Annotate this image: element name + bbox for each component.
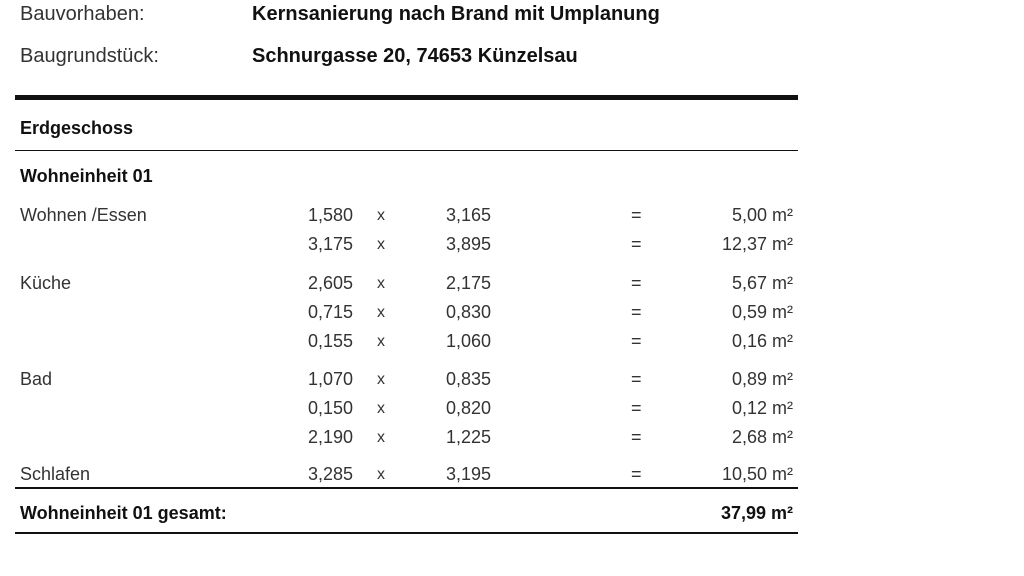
site-value: Schnurgasse 20, 74653 Künzelsau (252, 45, 578, 67)
room-name: Küche (20, 273, 72, 293)
equals-sign: = (631, 205, 642, 225)
dimension-b: 1,225 (446, 427, 492, 447)
times-sign: x (377, 333, 385, 350)
section-heading: Erdgeschoss (20, 118, 134, 138)
times-sign: x (377, 275, 385, 292)
dimension-b: 1,060 (446, 331, 492, 351)
times-sign: x (377, 304, 385, 321)
area-value: 5,00 m² (731, 205, 793, 225)
dimension-a: 2,190 (307, 427, 353, 447)
equals-sign: = (631, 427, 642, 447)
project-label: Bauvorhaben: (20, 3, 145, 25)
dimension-a: 2,605 (307, 273, 353, 293)
area-value: 12,37 m² (721, 234, 793, 254)
equals-sign: = (631, 464, 642, 484)
dimension-b: 0,820 (446, 398, 492, 418)
dimension-a: 1,070 (307, 369, 353, 389)
room-name: Wohnen /Essen (20, 205, 147, 225)
project-value: Kernsanierung nach Brand mit Umplanung (252, 3, 660, 25)
unit-heading: Wohneinheit 01 (20, 166, 153, 186)
equals-sign: = (631, 234, 642, 254)
times-sign: x (377, 400, 385, 417)
dimension-a: 0,155 (307, 331, 353, 351)
dimension-b: 3,165 (446, 205, 492, 225)
room-name: Bad (20, 369, 53, 389)
dimension-b: 3,895 (446, 234, 492, 254)
area-value: 2,68 m² (731, 427, 793, 447)
total-label: Wohneinheit 01 gesamt: (20, 503, 227, 523)
times-sign: x (377, 429, 385, 446)
dimension-b: 0,830 (446, 302, 492, 322)
area-value: 10,50 m² (721, 464, 793, 484)
divider (15, 150, 798, 151)
dimension-a: 0,715 (307, 302, 353, 322)
dimension-b: 0,835 (446, 369, 492, 389)
divider-total-top (15, 487, 798, 489)
room-name: Schlafen (20, 464, 91, 484)
equals-sign: = (631, 273, 642, 293)
dimension-a: 1,580 (307, 205, 353, 225)
site-label: Baugrundstück: (20, 45, 159, 67)
area-value: 0,59 m² (731, 302, 793, 322)
equals-sign: = (631, 331, 642, 351)
area-value: 5,67 m² (731, 273, 793, 293)
dimension-a: 3,175 (307, 234, 353, 254)
dimension-a: 0,150 (307, 398, 353, 418)
times-sign: x (377, 371, 385, 388)
times-sign: x (377, 236, 385, 253)
dimension-a: 3,285 (307, 464, 353, 484)
area-value: 0,16 m² (731, 331, 793, 351)
area-value: 0,12 m² (731, 398, 793, 418)
total-value: 37,99 m² (720, 503, 793, 523)
divider-total-bottom (15, 532, 798, 534)
times-sign: x (377, 466, 385, 483)
equals-sign: = (631, 398, 642, 418)
equals-sign: = (631, 369, 642, 389)
divider-thick (15, 95, 798, 100)
equals-sign: = (631, 302, 642, 322)
dimension-b: 3,195 (446, 464, 492, 484)
dimension-b: 2,175 (446, 273, 492, 293)
times-sign: x (377, 207, 385, 224)
area-value: 0,89 m² (731, 369, 793, 389)
